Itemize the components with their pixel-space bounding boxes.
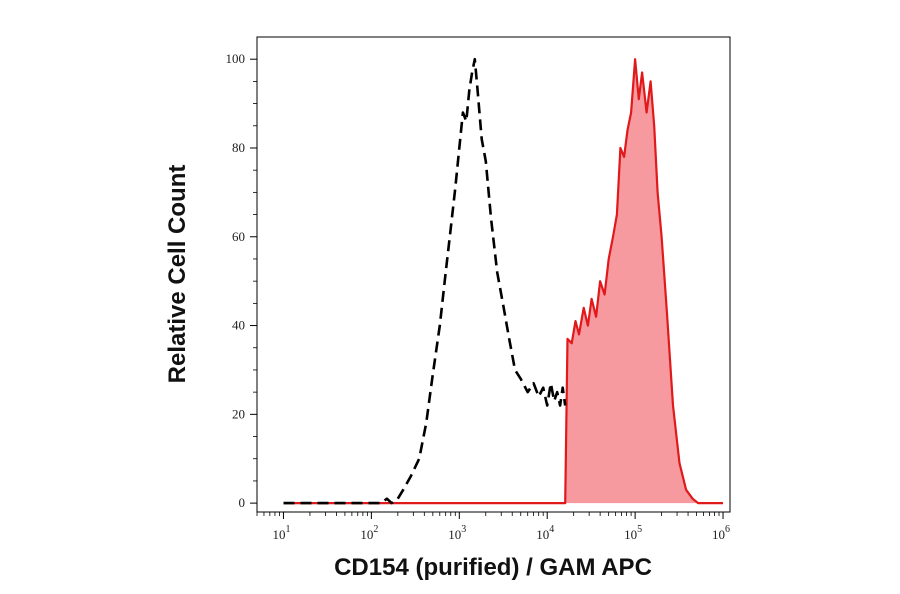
y-tick-label: 40 xyxy=(232,318,245,333)
x-tick-label: 105 xyxy=(624,524,642,542)
series-line-dashed xyxy=(283,57,567,505)
y-tick-label: 0 xyxy=(239,495,246,510)
x-axis-title: CD154 (purified) / GAM APC xyxy=(334,554,652,581)
y-axis-title: Relative Cell Count xyxy=(164,165,191,384)
x-tick-label: 104 xyxy=(536,524,554,542)
series-line-filled xyxy=(283,58,723,505)
series-fill-area xyxy=(283,59,723,504)
plot-frame xyxy=(256,36,731,513)
y-tick-label: 20 xyxy=(232,406,245,421)
series-layer xyxy=(283,57,723,505)
y-tick-label: 100 xyxy=(226,51,246,66)
y-tick-label: 80 xyxy=(232,140,245,155)
x-tick-label: 101 xyxy=(272,524,290,542)
x-tick-label: 102 xyxy=(360,524,378,542)
x-axis-ticks: 101 102 103 104 105 106 xyxy=(256,512,730,542)
x-tick-label: 106 xyxy=(712,524,730,542)
x-tick-label: 103 xyxy=(448,524,466,542)
y-tick-label: 60 xyxy=(232,229,245,244)
y-axis-ticks: 0 20 40 60 80 100 xyxy=(226,51,257,510)
